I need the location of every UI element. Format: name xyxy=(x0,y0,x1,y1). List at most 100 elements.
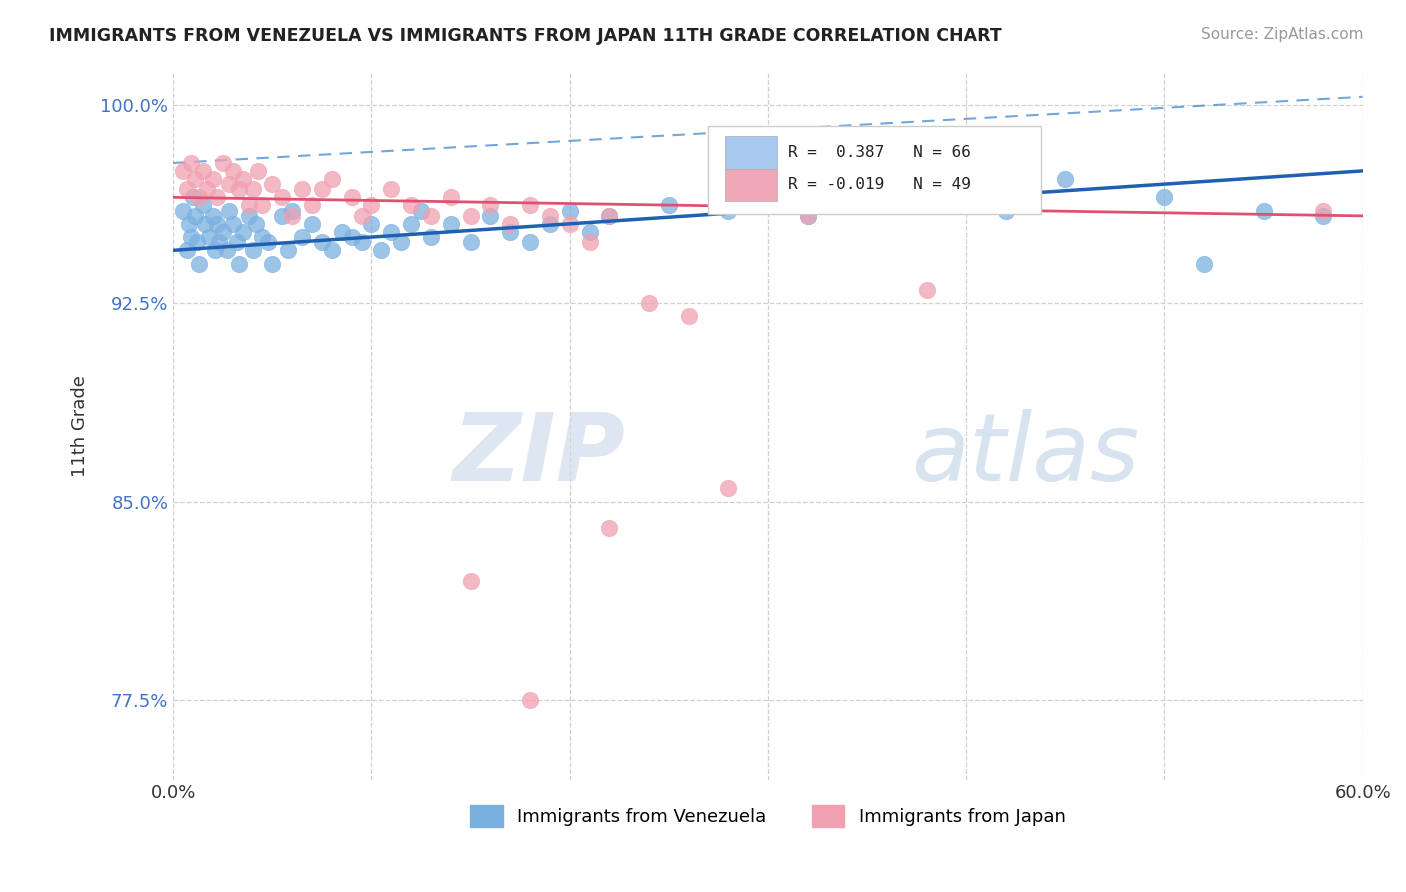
Point xyxy=(796,209,818,223)
Point xyxy=(195,182,218,196)
Point xyxy=(915,198,938,212)
Point xyxy=(1253,203,1275,218)
Point xyxy=(598,521,620,535)
Point xyxy=(277,244,299,258)
Point xyxy=(177,217,200,231)
Point xyxy=(281,203,304,218)
Point xyxy=(205,190,228,204)
Point xyxy=(311,235,333,250)
Point xyxy=(598,209,620,223)
Point xyxy=(1153,190,1175,204)
Text: R =  0.387   N = 66: R = 0.387 N = 66 xyxy=(789,145,972,160)
Point xyxy=(558,217,581,231)
Point xyxy=(717,203,740,218)
Point xyxy=(211,156,233,170)
Point xyxy=(1312,203,1334,218)
Point xyxy=(440,217,463,231)
Point xyxy=(188,190,211,204)
Point xyxy=(399,217,422,231)
Point xyxy=(330,225,353,239)
Point xyxy=(460,209,482,223)
Point xyxy=(291,182,314,196)
Point xyxy=(186,235,208,250)
Point xyxy=(228,256,250,270)
Point xyxy=(211,225,233,239)
Point xyxy=(578,225,600,239)
Point xyxy=(301,217,323,231)
Legend: Immigrants from Venezuela, Immigrants from Japan: Immigrants from Venezuela, Immigrants fr… xyxy=(463,797,1073,834)
Point xyxy=(538,217,561,231)
Point xyxy=(717,482,740,496)
Point xyxy=(228,182,250,196)
Text: R = -0.019   N = 49: R = -0.019 N = 49 xyxy=(789,178,972,193)
Point xyxy=(678,310,700,324)
Point xyxy=(915,283,938,297)
Point xyxy=(194,217,217,231)
Point xyxy=(291,230,314,244)
Point xyxy=(262,177,284,191)
Point xyxy=(519,693,541,707)
Point xyxy=(188,256,211,270)
Point xyxy=(460,574,482,588)
Point xyxy=(321,171,343,186)
Point xyxy=(340,190,363,204)
Y-axis label: 11th Grade: 11th Grade xyxy=(72,376,89,477)
Point xyxy=(232,225,254,239)
Point xyxy=(340,230,363,244)
Point xyxy=(271,209,294,223)
Point xyxy=(350,235,373,250)
Point xyxy=(1312,209,1334,223)
Point xyxy=(321,244,343,258)
Text: IMMIGRANTS FROM VENEZUELA VS IMMIGRANTS FROM JAPAN 11TH GRADE CORRELATION CHART: IMMIGRANTS FROM VENEZUELA VS IMMIGRANTS … xyxy=(49,27,1002,45)
Point xyxy=(208,235,231,250)
FancyBboxPatch shape xyxy=(725,136,778,169)
Point xyxy=(257,235,280,250)
Point xyxy=(1054,171,1077,186)
Point xyxy=(370,244,392,258)
Point xyxy=(201,209,224,223)
Point xyxy=(281,209,304,223)
Point xyxy=(198,230,221,244)
Point xyxy=(225,235,247,250)
Point xyxy=(558,203,581,218)
FancyBboxPatch shape xyxy=(725,169,778,201)
Point xyxy=(419,209,441,223)
Point xyxy=(204,244,226,258)
Point xyxy=(419,230,441,244)
Point xyxy=(519,198,541,212)
Point xyxy=(252,230,274,244)
Text: Source: ZipAtlas.com: Source: ZipAtlas.com xyxy=(1201,27,1364,42)
Point xyxy=(191,164,214,178)
Point xyxy=(172,164,194,178)
Point xyxy=(460,235,482,250)
Point xyxy=(311,182,333,196)
Point xyxy=(242,244,264,258)
Point xyxy=(756,190,779,204)
Point xyxy=(176,182,198,196)
Point xyxy=(856,182,879,196)
Point xyxy=(172,203,194,218)
Point xyxy=(215,244,238,258)
Point xyxy=(479,198,502,212)
Point xyxy=(247,164,270,178)
Point xyxy=(360,198,382,212)
Point xyxy=(658,198,681,212)
Point xyxy=(181,190,204,204)
Point xyxy=(191,198,214,212)
Point xyxy=(245,217,267,231)
Point xyxy=(271,190,294,204)
Point xyxy=(578,235,600,250)
Text: atlas: atlas xyxy=(911,409,1139,500)
Point xyxy=(184,209,207,223)
Point xyxy=(440,190,463,204)
Point xyxy=(409,203,432,218)
Point xyxy=(218,203,240,218)
Point xyxy=(994,203,1017,218)
Point xyxy=(499,225,522,239)
Point xyxy=(218,177,240,191)
Point xyxy=(180,156,202,170)
Point xyxy=(638,296,661,310)
Point xyxy=(479,209,502,223)
Point xyxy=(380,225,402,239)
Point xyxy=(238,209,260,223)
